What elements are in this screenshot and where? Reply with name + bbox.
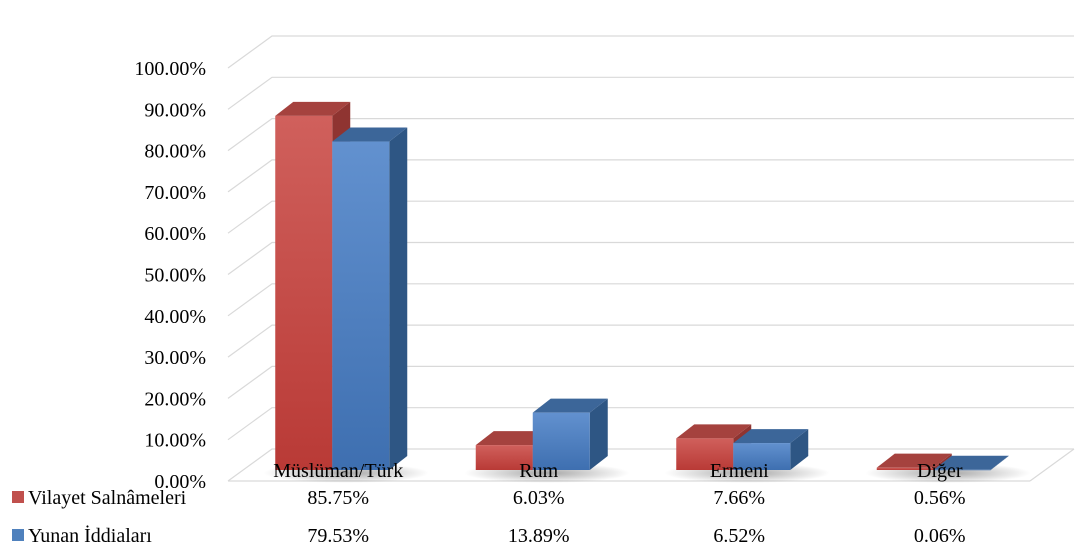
legend-label: Vilayet Salnâmeleri [28,487,187,509]
data-label: 85.75% [307,487,369,509]
gridline [227,76,1074,110]
floor-right-edge [1029,448,1075,482]
data-label: 79.53% [307,525,369,547]
gridline [227,365,1074,399]
data-table: Vilayet Salnâmeleri 85.75% 6.03% 7.66% 0.56%… [12,487,966,547]
data-label: 6.03% [513,487,565,509]
bar-yunan-1 [532,398,608,470]
y-tick-label: 70.00% [144,182,206,204]
data-label: 7.66% [713,487,765,509]
data-label: 13.89% [508,525,570,547]
y-tick-label: 100.00% [134,58,206,80]
y-axis-ticks: 0.00% 10.00% 20.00% 30.00% 40.00% 50.00% 60.00… [134,58,206,493]
gridline [227,407,1074,441]
category-label: Rum [519,460,558,482]
y-tick-label: 20.00% [144,388,206,410]
category-label: Diğer [917,460,963,482]
data-label: 0.56% [914,487,966,509]
y-tick-label: 50.00% [144,265,206,287]
y-tick-label: 0.00% [154,471,206,493]
gridline [227,241,1074,275]
gridline [227,159,1074,193]
y-tick-label: 90.00% [144,99,206,121]
bar-vilayet-3 [876,453,952,470]
data-label: 0.06% [914,525,966,547]
y-tick-label: 30.00% [144,347,206,369]
y-tick-label: 80.00% [144,141,206,163]
y-tick-label: 40.00% [144,306,206,328]
gridline [227,324,1074,358]
data-label: 6.52% [713,525,765,547]
category-labels: Müslüman/Türk Rum Ermeni Diğer [273,460,963,482]
bars [263,101,1031,483]
category-label: Ermeni [710,460,769,482]
bar-yunan-0 [332,127,408,470]
y-tick-label: 60.00% [144,223,206,245]
gridline [227,35,1074,69]
legend-label: Yunan İddiaları [28,524,152,547]
gridline [227,200,1074,234]
y-tick-label: 10.00% [144,430,206,452]
gridline [227,283,1074,317]
bar-yunan-3 [933,455,1009,471]
legend-swatch [12,491,24,503]
legend-swatch [12,529,24,541]
category-label: Müslüman/Türk [273,460,403,482]
bar-yunan-2 [733,429,809,470]
gridline [227,117,1074,152]
